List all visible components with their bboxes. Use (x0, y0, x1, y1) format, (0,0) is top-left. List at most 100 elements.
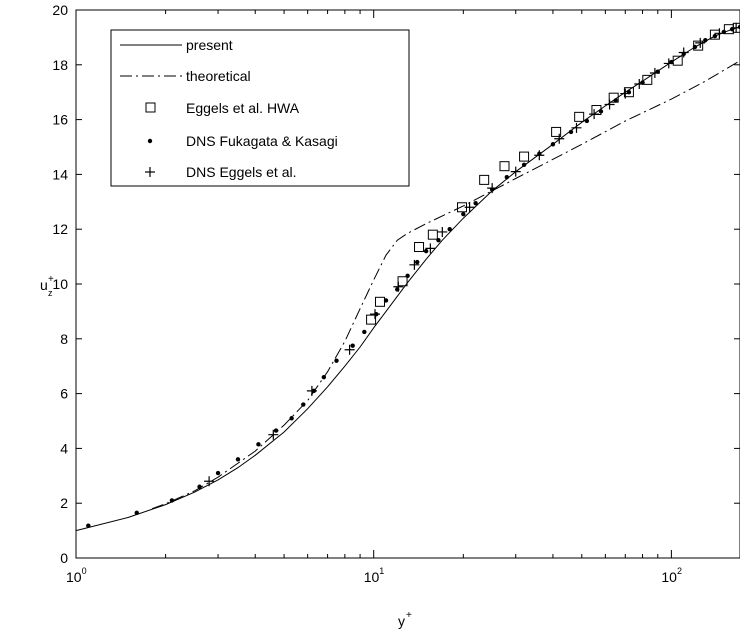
legend-dot-marker (147, 138, 153, 144)
dns-eggels-plus-point (534, 150, 545, 161)
hwa-square-point (574, 111, 585, 122)
dns-eggels-plus-point (678, 47, 689, 58)
dns-fukagata-dot-point (550, 142, 556, 147)
legend-label: DNS Eggels et al. (186, 164, 297, 180)
hwa-square-point (551, 126, 562, 137)
x-tick-label: 100 (66, 566, 87, 585)
legend-label: theoretical (186, 68, 251, 84)
dns-fukagata-dot-point (321, 374, 327, 380)
dns-fukagata-dot-point (169, 498, 175, 503)
dns-eggels-plus-point (344, 344, 355, 355)
dns-fukagata-dot-point (289, 416, 294, 421)
hwa-square-point (427, 229, 438, 240)
y-axis-label: u + z (40, 274, 54, 298)
dns-fukagata-dot-point (334, 358, 339, 363)
dns-eggels-plus-point (604, 99, 615, 110)
hwa-square-point (366, 314, 377, 325)
y-tick-label: 2 (60, 495, 68, 511)
series-1-line (151, 60, 740, 510)
dns-eggels-plus-point (589, 109, 600, 120)
dns-eggels-plus-point (663, 58, 674, 69)
dns-eggels-plus-point (510, 166, 521, 177)
dns-fukagata-dot-point (301, 402, 306, 407)
dns-fukagata-dot-point (86, 523, 91, 528)
y-tick-label: 0 (60, 550, 68, 566)
legend-item-eggels-hwa: Eggels et al. HWA (145, 100, 300, 116)
dns-fukagata-dot-point (134, 510, 139, 515)
hwa-square-point (479, 174, 490, 185)
legend-item-dns-eggels: DNS Eggels et al. (145, 164, 297, 180)
dns-fukagata-dot-point (473, 200, 478, 206)
dns-eggels-plus-point (409, 259, 420, 270)
legend-item-present: present (120, 37, 233, 53)
ticks-layer: 0 2 4 6 8 10 12 14 16 18 20 100 101 102 (52, 2, 740, 585)
dns-eggels-plus-point (731, 22, 740, 33)
legend-label: Eggels et al. HWA (186, 100, 300, 116)
legend: present theoretical Eggels et al. HWA DN… (110, 29, 410, 187)
dns-fukagata-dot-point (584, 118, 590, 124)
dns-fukagata-dot-point (703, 37, 708, 43)
dns-eggels-plus-point (369, 309, 380, 320)
legend-label: DNS Fukagata & Kasagi (186, 133, 338, 149)
y-tick-label: 6 (60, 386, 68, 402)
y-tick-label: 20 (52, 2, 68, 18)
dns-fukagata-dot-point (436, 237, 441, 243)
dns-eggels-plus-point (306, 385, 317, 396)
dns-fukagata-dot-point (215, 470, 221, 476)
y-axis-label-sup: + (48, 274, 54, 285)
hwa-square-point (414, 242, 425, 253)
dns-eggels-plus-point (393, 281, 404, 292)
y-tick-label: 10 (52, 276, 68, 292)
legend-item-theoretical: theoretical (120, 68, 251, 84)
series-layer (75, 22, 740, 532)
legend-item-dns-fukagata: DNS Fukagata & Kasagi (147, 133, 338, 149)
dns-fukagata-dot-point (613, 98, 618, 103)
y-tick-label: 4 (60, 440, 68, 456)
dns-fukagata-dot-point (712, 33, 718, 39)
y-axis-label-sub: z (48, 288, 53, 298)
dns-fukagata-dot-point (414, 259, 420, 265)
hwa-square-point (608, 92, 619, 103)
y-axis-label-main: u (40, 277, 48, 293)
hwa-square-point (499, 161, 510, 172)
dns-fukagata-dot-point (197, 484, 202, 489)
dns-fukagata-dot-point (447, 227, 452, 232)
legend-label: present (186, 37, 233, 53)
dns-fukagata-dot-point (273, 428, 279, 433)
hwa-square-point (623, 87, 634, 98)
dns-fukagata-dot-point (256, 442, 261, 447)
dns-fukagata-dot-point (504, 174, 510, 180)
dns-eggels-plus-point (204, 476, 215, 487)
dns-eggels-plus-point (620, 88, 631, 99)
dns-eggels-plus-point (634, 78, 645, 89)
x-tick-label: 101 (364, 566, 385, 585)
dns-eggels-plus-point (695, 37, 706, 48)
legend-square-marker (145, 102, 156, 113)
dns-eggels-plus-point (437, 226, 448, 237)
y-tick-label: 16 (52, 112, 68, 128)
dns-fukagata-dot-point (461, 211, 466, 217)
dns-eggels-plus-point (268, 429, 279, 440)
x-axis-label-main: y (398, 613, 405, 629)
hwa-square-point (642, 74, 653, 85)
dns-eggels-plus-point (554, 133, 565, 144)
hwa-square-point (397, 276, 408, 287)
y-tick-label: 12 (52, 221, 68, 237)
dns-fukagata-dot-point (350, 343, 355, 348)
dns-fukagata-dot-point (405, 273, 410, 278)
y-tick-label: 14 (52, 166, 68, 182)
dns-fukagata-dot-point (423, 248, 429, 254)
hwa-square-point (672, 55, 683, 66)
dns-eggels-plus-point (571, 122, 582, 133)
dns-fukagata-dot-point (598, 109, 604, 114)
dns-eggels-plus-point (464, 202, 475, 213)
dns-eggels-plus-point (714, 28, 725, 39)
dns-fukagata-dot-point (362, 329, 367, 335)
hwa-square-point (519, 151, 530, 162)
y-tick-label: 8 (60, 331, 68, 347)
dns-fukagata-dot-point (521, 162, 527, 168)
dns-fukagata-dot-point (568, 129, 574, 135)
dns-eggels-plus-point (649, 68, 660, 79)
dns-eggels-plus-point (487, 183, 498, 194)
